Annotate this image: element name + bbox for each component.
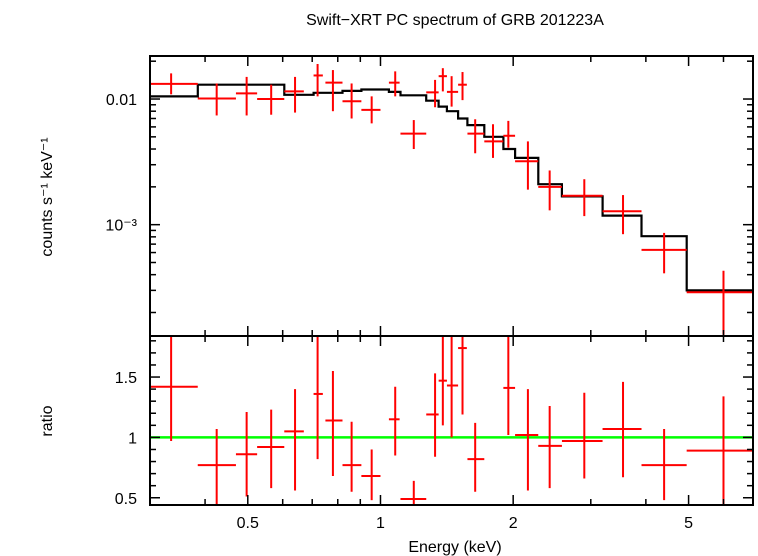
y-tick-label: 0.5	[115, 491, 137, 508]
spectrum-data-point	[561, 179, 603, 217]
ratio-data-point	[325, 371, 343, 477]
spectrum-data-point	[325, 70, 343, 112]
ratio-data-point	[400, 480, 427, 505]
ratio-data-point	[361, 449, 381, 501]
ratio-data-point	[686, 396, 753, 505]
ratio-data-point	[515, 389, 539, 491]
ratio-y-tick-labels: 0.5 1 1.5	[115, 370, 137, 508]
x-tick-label: 1	[376, 515, 385, 532]
ratio-data-point	[538, 406, 562, 489]
spectrum-data-point	[467, 119, 485, 154]
spectrum-data-point	[438, 68, 447, 92]
ratio-data-point	[561, 392, 603, 479]
ratio-data-point	[446, 336, 459, 438]
model-step-path	[150, 83, 753, 292]
spectrum-data-point	[150, 73, 198, 95]
spectrum-data-point	[515, 141, 539, 190]
ratio-data-point	[284, 389, 304, 491]
ratio-data-point	[641, 428, 687, 501]
chart-title: Swift−XRT PC spectrum of GRB 201223A	[306, 12, 604, 29]
spectrum-data-point	[388, 71, 400, 97]
spectrum-data-points	[150, 63, 753, 335]
spectrum-data-point	[313, 63, 323, 97]
ratio-data-point	[503, 336, 516, 435]
spectrum-data-point	[284, 76, 304, 113]
model-step-line	[150, 83, 753, 292]
ratio-data-point	[257, 409, 285, 489]
ratio-axis-ticks	[149, 336, 754, 505]
ratio-data-point	[458, 336, 467, 415]
spectrum-data-point	[686, 270, 753, 335]
spectrum-data-point	[602, 195, 642, 235]
ratio-frame	[149, 335, 754, 506]
spectrum-y-axis-label: counts s⁻¹ keV⁻¹	[39, 137, 56, 256]
ratio-y-axis-label: ratio	[39, 405, 56, 436]
x-tick-label: 5	[684, 515, 693, 532]
spectrum-axis-ticks	[149, 56, 754, 336]
ratio-panel: 0.5 1 1.5 0.5 1 2 5 ratio	[39, 335, 754, 532]
ratio-data-point	[235, 412, 258, 497]
spectrum-data-point	[235, 76, 258, 116]
ratio-x-tick-labels: 0.5 1 2 5	[237, 515, 693, 532]
y-tick-label: 1.5	[115, 370, 137, 387]
spectrum-data-point	[400, 120, 427, 150]
ratio-data-point	[388, 386, 400, 456]
ratio-data-point	[602, 381, 642, 478]
x-tick-label: 0.5	[237, 515, 259, 532]
spectrum-data-point	[538, 170, 562, 211]
spectrum-data-point	[484, 124, 504, 158]
ratio-data-point	[150, 336, 198, 442]
spectrum-y-tick-labels: 0.01 10⁻³	[105, 92, 137, 235]
ratio-data-point	[313, 336, 323, 460]
ratio-data-point	[426, 373, 439, 457]
ratio-data-point	[197, 428, 236, 505]
ratio-data-points	[150, 336, 753, 505]
x-axis-label: Energy (keV)	[408, 539, 501, 556]
spectrum-data-point	[641, 232, 687, 274]
x-tick-label: 2	[509, 515, 518, 532]
spectrum-data-point	[197, 83, 236, 116]
y-tick-label: 1	[128, 430, 137, 447]
ratio-data-point	[342, 421, 362, 492]
ratio-data-point	[467, 422, 485, 492]
spectrum-data-point	[342, 83, 362, 119]
spectrum-data-point	[458, 72, 467, 101]
spectrum-data-point	[446, 76, 459, 107]
spectrum-data-point	[503, 120, 516, 148]
spectrum-data-point	[361, 96, 381, 124]
y-tick-label: 0.01	[106, 92, 137, 109]
spectrum-data-point	[426, 79, 439, 108]
ratio-data-point	[438, 336, 447, 426]
y-tick-label: 10⁻³	[105, 218, 137, 235]
spectrum-panel: 0.01 10⁻³ counts s⁻¹ keV⁻¹	[39, 55, 754, 337]
spectrum-data-point	[257, 84, 285, 115]
